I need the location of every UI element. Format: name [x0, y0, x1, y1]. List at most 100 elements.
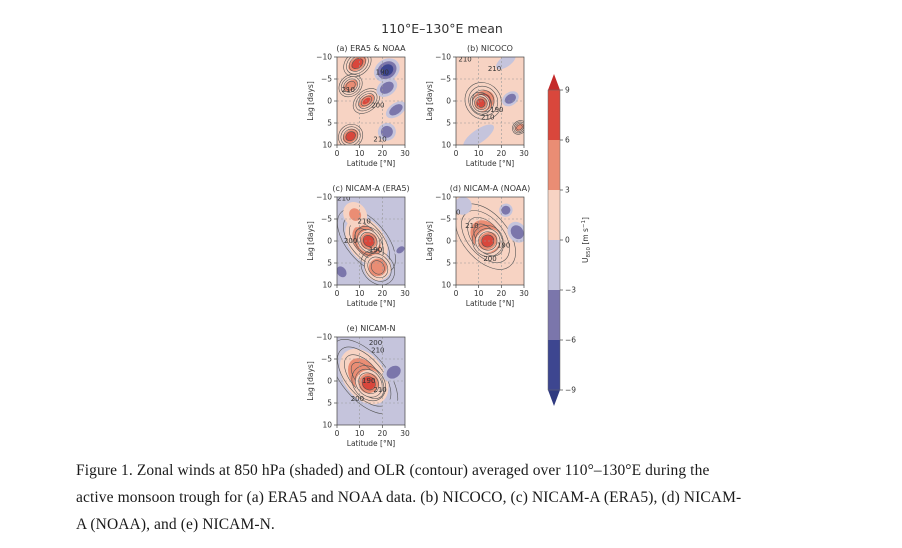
olr-contour [516, 124, 523, 131]
olr-contour [513, 121, 524, 134]
y-tick-label: 5 [327, 259, 332, 268]
x-tick-label: 10 [474, 149, 484, 158]
shading: 210 210 200 190 [337, 197, 405, 285]
shading-blob [478, 101, 484, 106]
shading-blob [354, 61, 361, 67]
colorbar-segment [548, 140, 560, 191]
olr-contour [514, 123, 524, 132]
olr-contour [474, 96, 488, 110]
olr-contour [512, 120, 524, 135]
shading-blob [365, 238, 372, 244]
shading-blob [398, 248, 403, 252]
x-tick-label: 20 [378, 149, 388, 158]
olr-contour [357, 229, 381, 253]
olr-contour [468, 85, 499, 117]
x-tick-label: 0 [335, 149, 340, 158]
contour-label: 190 [490, 106, 503, 114]
shading-blob [507, 96, 514, 102]
y-axis-label: Lag [days] [425, 81, 434, 121]
y-tick-label: −10 [316, 53, 332, 62]
y-tick-label: 5 [446, 259, 451, 268]
contour-label: 200 [369, 339, 382, 347]
olr-contour [343, 128, 359, 144]
shading-blob [503, 207, 509, 213]
figure-caption: Figure 1. Zonal winds at 850 hPa (shaded… [76, 457, 856, 538]
contour-label: 190 [376, 69, 389, 77]
colorbar-segment [548, 190, 560, 241]
olr-contour [345, 80, 356, 91]
x-tick-label: 10 [355, 149, 365, 158]
y-tick-label: −5 [440, 215, 451, 224]
olr-contour [348, 57, 366, 72]
olr-contour [475, 228, 501, 254]
contour-label: 200 [371, 102, 384, 110]
panel-title: (d) NICAM-A (NOAA) [450, 184, 530, 193]
y-tick-label: 10 [322, 141, 332, 150]
contour-label: 210 [488, 65, 501, 73]
olr-contour [471, 225, 504, 257]
olr-contour [358, 372, 380, 394]
contour-label: 200 [344, 237, 357, 245]
caption-line: active monsoon trough for (a) ERA5 and N… [76, 489, 742, 506]
panel-title: (a) ERA5 & NOAA [336, 44, 406, 53]
olr-contour [340, 126, 361, 145]
shading-blob [373, 262, 383, 272]
olr-contour [343, 57, 372, 77]
shading-blob [365, 379, 373, 387]
y-tick-label: −10 [316, 193, 332, 202]
olr-contour [338, 74, 363, 98]
x-tick-label: 0 [454, 289, 459, 298]
shading-blob [383, 84, 391, 91]
x-tick-label: 10 [355, 429, 365, 438]
colorbar-tick-label: −9 [565, 386, 576, 395]
shading-blob [349, 208, 362, 221]
olr-contour [360, 95, 373, 107]
y-tick-label: 0 [327, 237, 332, 246]
olr-contour [467, 216, 504, 257]
caption-line: A (NOAA), and (e) NICAM-N. [76, 516, 275, 533]
caption-line: Figure 1. Zonal winds at 850 hPa (shaded… [76, 462, 710, 479]
colorbar-tick-label: −6 [565, 336, 576, 345]
contour-label: 210 [465, 222, 478, 230]
y-tick-label: 5 [446, 119, 451, 128]
contour-label: 210 [481, 113, 494, 121]
contour-label: 210 [358, 217, 371, 225]
x-axis-label: Latitude [°N] [466, 299, 515, 308]
colorbar-label-unit: [m s [581, 228, 590, 247]
colorbar: −9 −6 −3 0 3 6 9 U850 [m s−1] [547, 74, 592, 406]
y-axis-label: Lag [days] [306, 81, 315, 121]
contour-label: 0 [456, 209, 460, 217]
olr-contour [346, 57, 369, 75]
shading-blob [390, 217, 402, 230]
colorbar-tick-label: 9 [565, 86, 570, 95]
contour-label: 200 [483, 255, 496, 263]
x-tick-label: 30 [400, 289, 410, 298]
y-tick-label: −5 [321, 215, 332, 224]
y-tick-label: 10 [441, 141, 451, 150]
y-tick-label: 5 [327, 399, 332, 408]
x-axis-label: Latitude [°N] [347, 159, 396, 168]
contour-label: 210 [371, 346, 384, 354]
olr-contour [361, 376, 376, 391]
y-tick-label: 0 [327, 377, 332, 386]
shading-blob [383, 128, 390, 135]
shading-blob [471, 130, 487, 143]
y-tick-label: −10 [316, 333, 332, 342]
colorbar-label-sup: −1 [581, 220, 587, 228]
y-tick-label: −5 [440, 75, 451, 84]
shading-blob [387, 405, 400, 419]
y-tick-label: −10 [435, 53, 451, 62]
contour-label: 190 [497, 242, 510, 250]
colorbar-segment [548, 290, 560, 341]
olr-contour [364, 253, 392, 282]
shading-blob [348, 133, 354, 139]
colorbar-tick-label: −3 [565, 286, 576, 295]
